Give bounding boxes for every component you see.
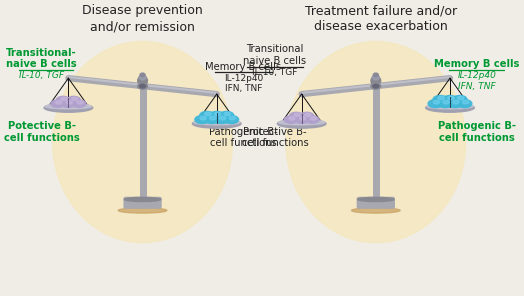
Ellipse shape: [279, 120, 325, 125]
Ellipse shape: [438, 96, 444, 100]
Ellipse shape: [56, 96, 70, 104]
Ellipse shape: [195, 115, 210, 123]
Ellipse shape: [305, 116, 319, 123]
Ellipse shape: [457, 100, 472, 108]
Ellipse shape: [289, 117, 295, 120]
Ellipse shape: [352, 208, 400, 213]
Ellipse shape: [205, 112, 211, 116]
Ellipse shape: [210, 116, 216, 120]
Ellipse shape: [295, 116, 309, 123]
Ellipse shape: [438, 100, 452, 108]
Ellipse shape: [45, 104, 92, 109]
Ellipse shape: [200, 116, 206, 120]
Ellipse shape: [77, 101, 83, 104]
Ellipse shape: [289, 112, 303, 120]
Ellipse shape: [44, 103, 93, 112]
FancyBboxPatch shape: [124, 197, 161, 208]
Ellipse shape: [224, 112, 231, 116]
Text: Protective B-
cell functions: Protective B- cell functions: [242, 127, 308, 148]
Text: Potective B-
cell functions: Potective B- cell functions: [4, 121, 80, 143]
Ellipse shape: [140, 84, 146, 88]
Ellipse shape: [118, 208, 167, 213]
Ellipse shape: [67, 101, 72, 104]
Text: Treatment failure and/or
disease exacerbation: Treatment failure and/or disease exacerb…: [304, 4, 457, 33]
Ellipse shape: [294, 113, 300, 117]
Ellipse shape: [433, 96, 447, 104]
Ellipse shape: [204, 115, 219, 123]
Ellipse shape: [61, 97, 67, 101]
Ellipse shape: [56, 101, 62, 104]
Ellipse shape: [124, 197, 161, 202]
Ellipse shape: [457, 96, 464, 100]
Ellipse shape: [452, 96, 467, 104]
Ellipse shape: [138, 76, 147, 86]
Ellipse shape: [214, 112, 221, 116]
Text: Disease prevention
and/or remission: Disease prevention and/or remission: [82, 4, 203, 33]
Ellipse shape: [374, 73, 378, 77]
Ellipse shape: [371, 76, 380, 86]
Text: Pathogenic B-
cell functions: Pathogenic B- cell functions: [438, 121, 516, 143]
Text: Memory B cells: Memory B cells: [205, 62, 281, 72]
Text: IL-10, TGF: IL-10, TGF: [252, 68, 298, 77]
Ellipse shape: [139, 75, 146, 80]
Ellipse shape: [52, 41, 233, 243]
Ellipse shape: [310, 117, 316, 120]
Ellipse shape: [229, 116, 236, 120]
Ellipse shape: [214, 115, 229, 123]
Ellipse shape: [300, 117, 305, 120]
Ellipse shape: [210, 111, 224, 119]
Ellipse shape: [447, 96, 454, 100]
Ellipse shape: [194, 120, 240, 125]
Text: Pathogenic B-
cell functions: Pathogenic B- cell functions: [209, 127, 278, 148]
Ellipse shape: [428, 100, 443, 108]
Ellipse shape: [284, 116, 298, 123]
Ellipse shape: [72, 100, 86, 107]
Text: IL-12p40
IFN, TNF: IL-12p40 IFN, TNF: [224, 74, 263, 93]
Ellipse shape: [220, 116, 226, 120]
Ellipse shape: [453, 100, 459, 104]
Ellipse shape: [427, 104, 473, 109]
Ellipse shape: [219, 111, 234, 119]
Ellipse shape: [62, 100, 75, 107]
Text: IL-10, TGF: IL-10, TGF: [19, 71, 64, 80]
Ellipse shape: [373, 84, 379, 88]
FancyBboxPatch shape: [357, 197, 394, 208]
Ellipse shape: [300, 112, 314, 120]
Ellipse shape: [443, 100, 450, 104]
Ellipse shape: [140, 73, 145, 77]
Ellipse shape: [72, 97, 78, 101]
Ellipse shape: [373, 75, 379, 80]
Ellipse shape: [425, 103, 474, 112]
Ellipse shape: [462, 100, 469, 104]
Ellipse shape: [305, 113, 311, 117]
Text: Memory B cells: Memory B cells: [434, 59, 519, 69]
Ellipse shape: [358, 197, 394, 202]
Ellipse shape: [433, 100, 440, 104]
Ellipse shape: [138, 83, 147, 89]
Ellipse shape: [443, 96, 457, 104]
Ellipse shape: [447, 100, 462, 108]
Ellipse shape: [277, 119, 326, 128]
Ellipse shape: [51, 100, 64, 107]
Ellipse shape: [67, 96, 81, 104]
Ellipse shape: [286, 41, 466, 243]
Ellipse shape: [371, 83, 380, 89]
Ellipse shape: [192, 119, 241, 128]
Ellipse shape: [224, 115, 238, 123]
Ellipse shape: [200, 111, 214, 119]
Text: Transitional
naive B cells: Transitional naive B cells: [243, 44, 307, 66]
Text: Transitional-
naive B cells: Transitional- naive B cells: [6, 48, 77, 69]
Text: IL-12p40
IFN, TNF: IL-12p40 IFN, TNF: [457, 71, 496, 91]
